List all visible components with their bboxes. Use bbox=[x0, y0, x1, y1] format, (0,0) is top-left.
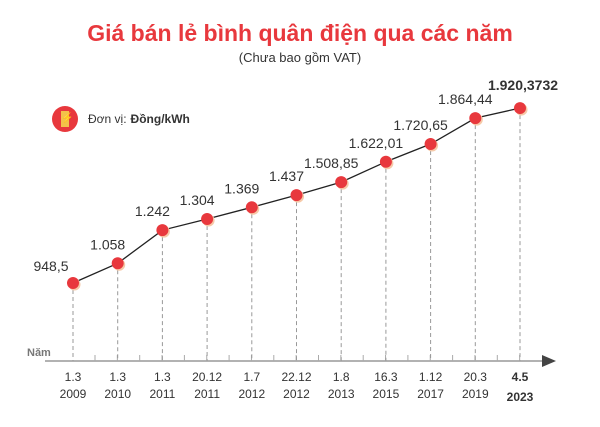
tick-label-date: 20.3 bbox=[464, 370, 488, 384]
tick-label-year: 2023 bbox=[507, 390, 534, 404]
data-point bbox=[514, 102, 526, 115]
tick-label-date: 1.7 bbox=[243, 370, 260, 384]
data-label: 1.437 bbox=[269, 168, 304, 184]
tick-label-date: 1.3 bbox=[65, 370, 82, 384]
tick-label-year: 2019 bbox=[462, 387, 489, 401]
tick-label-date: 1.12 bbox=[419, 370, 443, 384]
data-label: 1.058 bbox=[90, 236, 125, 252]
data-label: 1.304 bbox=[180, 192, 215, 208]
data-label: 1.622,01 bbox=[349, 135, 404, 151]
axis-arrow bbox=[542, 355, 556, 367]
x-axis-label: Năm bbox=[27, 347, 51, 359]
tick-label-year: 2010 bbox=[104, 387, 131, 401]
data-point bbox=[290, 189, 303, 202]
data-point bbox=[201, 213, 214, 226]
data-point bbox=[245, 201, 258, 214]
tick-label-year: 2013 bbox=[328, 387, 355, 401]
tick-label-date: 1.3 bbox=[154, 370, 171, 384]
tick-label-year: 2009 bbox=[60, 387, 87, 401]
tick-label-year: 2011 bbox=[149, 387, 175, 401]
data-point bbox=[111, 257, 124, 270]
unit-legend: ⚡ Đơn vị: Đồng/kWh bbox=[52, 106, 190, 132]
lightning-bolt-icon: ⚡ bbox=[52, 106, 78, 132]
data-point bbox=[379, 155, 392, 168]
tick-label-date: 1.3 bbox=[109, 370, 126, 384]
data-point bbox=[67, 277, 79, 289]
unit-label: Đơn vị: bbox=[88, 112, 127, 126]
tick-label-date: 1.8 bbox=[333, 370, 350, 384]
tick-label-date: 22.12 bbox=[281, 370, 311, 384]
tick-label-year: 2012 bbox=[283, 387, 310, 401]
data-point bbox=[156, 224, 169, 237]
tick-label-year: 2015 bbox=[373, 387, 400, 401]
chart-subtitle: (Chưa bao gồm VAT) bbox=[238, 50, 362, 65]
data-label: 948,5 bbox=[33, 258, 68, 274]
data-label: 1.864,44 bbox=[438, 91, 493, 107]
unit-value: Đồng/kWh bbox=[130, 112, 190, 126]
data-label: 1.920,3732 bbox=[488, 77, 558, 93]
chart-title: Giá bán lẻ bình quân điện qua các năm bbox=[87, 20, 513, 46]
tick-label-year: 2017 bbox=[417, 387, 444, 401]
tick-label-year: 2012 bbox=[238, 387, 265, 401]
data-label: 1.720,65 bbox=[393, 117, 448, 133]
data-point bbox=[335, 176, 348, 189]
tick-label-year: 2011 bbox=[194, 387, 220, 401]
data-label: 1.508,85 bbox=[304, 155, 359, 171]
tick-label-date: 16.3 bbox=[374, 370, 398, 384]
data-point bbox=[424, 138, 437, 151]
tick-label-date: 4.5 bbox=[512, 370, 529, 384]
data-point bbox=[469, 112, 482, 125]
data-label: 1.369 bbox=[224, 180, 259, 196]
data-label: 1.242 bbox=[135, 203, 170, 219]
tick-label-date: 20.12 bbox=[192, 370, 222, 384]
